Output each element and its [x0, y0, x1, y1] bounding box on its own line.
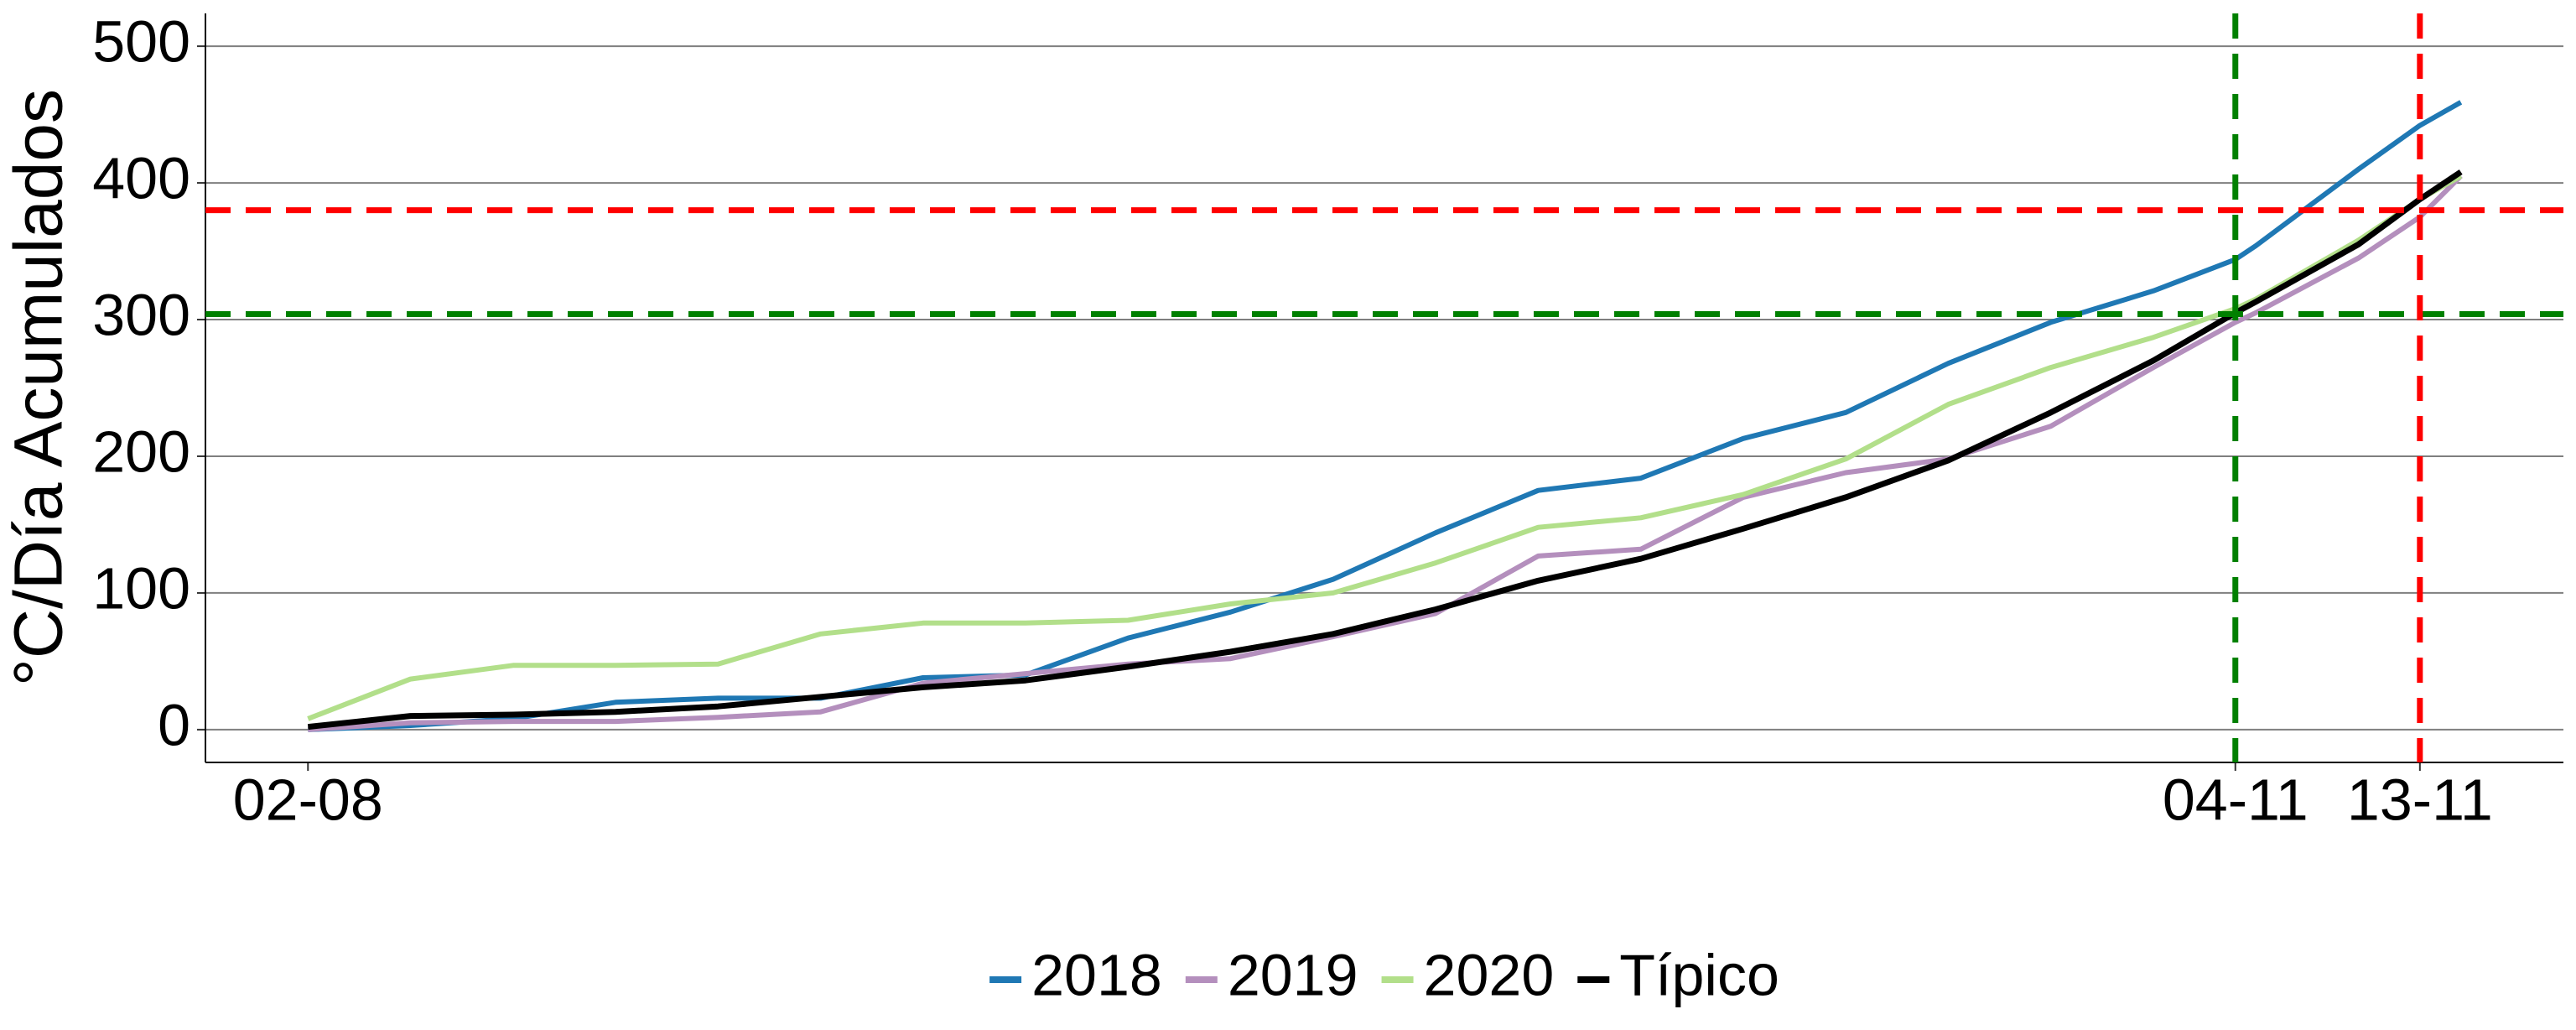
y-tick-label: 0 [158, 692, 190, 757]
x-tick-label: 02-08 [233, 767, 383, 832]
y-tick-label: 300 [92, 283, 190, 348]
legend-label: 2019 [1228, 942, 1358, 1007]
x-tick-label: 04-11 [2163, 767, 2309, 832]
series-line [308, 174, 2463, 732]
y-tick-label: 100 [92, 555, 190, 621]
legend: 2018 2019 2020 Típico [989, 942, 1779, 1007]
y-tick-label: 200 [92, 419, 190, 484]
y-axis-label: °C/Día Acumulados [1, 89, 77, 686]
legend-label: Típico [1619, 942, 1779, 1007]
x-tick-label: 13-11 [2347, 767, 2493, 832]
series-line [307, 174, 2463, 721]
series-line [307, 169, 2463, 731]
y-tick-label: 400 [92, 146, 190, 211]
legend-label: 2020 [1424, 942, 1555, 1007]
y-tick-label: 500 [92, 9, 190, 75]
series-line [308, 100, 2463, 732]
legend-label: 2018 [1031, 942, 1162, 1007]
